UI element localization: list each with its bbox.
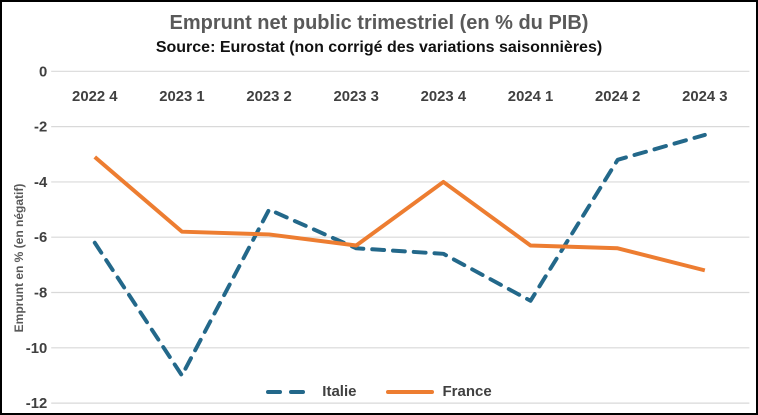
x-category-label: 2024 1 xyxy=(508,89,553,105)
legend-label-italie: Italie xyxy=(322,383,357,400)
x-category-label: 2022 4 xyxy=(72,89,118,105)
y-tick-label: -4 xyxy=(34,175,48,191)
legend-label-france: France xyxy=(442,383,492,400)
y-tick-label: -2 xyxy=(34,120,47,136)
x-category-label: 2023 2 xyxy=(246,89,291,105)
chart-legend: Italie France xyxy=(2,383,756,400)
legend-item-france: France xyxy=(386,383,492,400)
series-line-france xyxy=(93,155,706,273)
series-line-italie xyxy=(92,132,707,378)
chart-subtitle: Source: Eurostat (non corrigé des variat… xyxy=(155,39,603,56)
dashed-line-icon xyxy=(266,389,315,394)
y-tick-label: -10 xyxy=(26,341,47,357)
x-category-label: 2023 1 xyxy=(159,89,204,105)
x-category-label: 2024 3 xyxy=(682,89,727,105)
y-tick-label: -8 xyxy=(34,285,47,301)
x-category-label: 2023 3 xyxy=(334,89,379,105)
chart-title: Emprunt net public trimestriel (en % du … xyxy=(169,12,589,34)
y-tick-label: -12 xyxy=(26,396,47,412)
y-tick-label: -6 xyxy=(34,230,47,246)
x-category-label: 2024 2 xyxy=(595,89,640,105)
legend-item-italie: Italie xyxy=(266,383,356,400)
y-tick-label: 0 xyxy=(39,64,47,80)
x-category-label: 2023 4 xyxy=(421,89,467,105)
solid-line-icon xyxy=(386,389,435,394)
